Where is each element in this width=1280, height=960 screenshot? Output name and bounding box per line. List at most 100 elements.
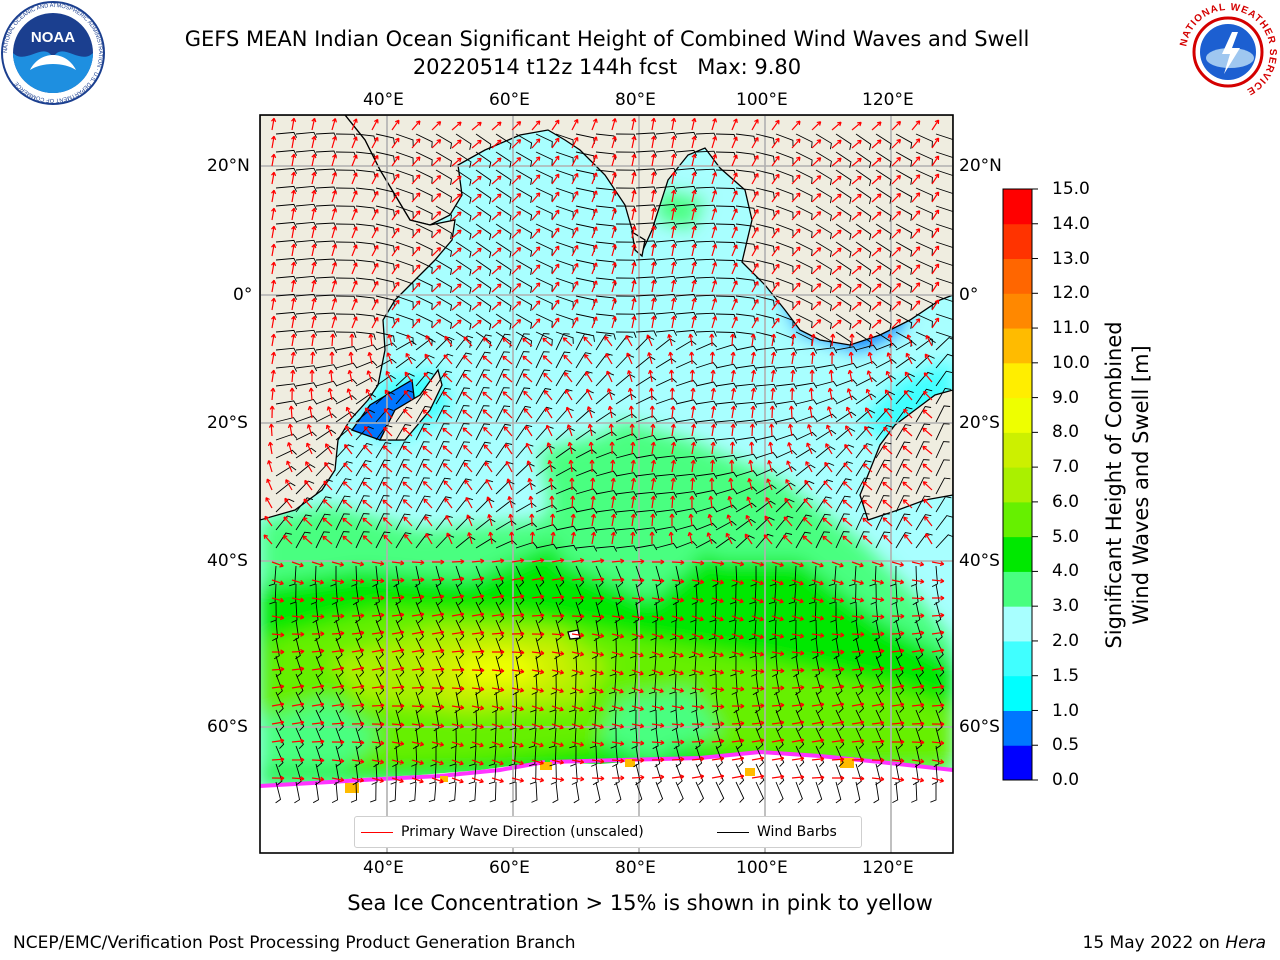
wind-barb [689, 619, 697, 641]
wave-direction-arrow [751, 651, 765, 657]
wind-barb [455, 619, 465, 641]
wave-direction-arrow [931, 647, 945, 654]
colorbar-tick-label: 14.0 [1052, 213, 1090, 234]
wave-direction-arrow [865, 388, 873, 401]
wave-direction-arrow [331, 172, 337, 185]
wind-barb [475, 295, 492, 313]
wave-direction-arrow [750, 387, 756, 401]
wind-barb [435, 187, 452, 204]
wind-barb [555, 601, 563, 624]
wave-direction-arrow [431, 685, 445, 691]
wave-direction-arrow [302, 517, 313, 527]
wind-barb [675, 185, 698, 193]
wave-direction-arrow [591, 316, 598, 329]
wind-barb [568, 691, 577, 713]
wind-barb [455, 387, 470, 405]
wave-direction-arrow [803, 498, 813, 509]
wind-barb [728, 619, 737, 641]
wave-direction-arrow [464, 479, 473, 491]
wave-direction-arrow [511, 631, 525, 637]
wind-barb [755, 151, 775, 163]
wave-direction-arrow [442, 391, 453, 401]
wind-barb [835, 362, 858, 369]
wave-direction-arrow [291, 189, 297, 203]
wind-barb [715, 401, 738, 408]
wave-direction-arrow [531, 777, 545, 783]
wave-direction-arrow [471, 558, 485, 564]
wave-direction-arrow [891, 777, 905, 783]
wave-direction-arrow [811, 667, 825, 673]
wind-barb [914, 745, 921, 768]
wind-barb [355, 495, 370, 513]
wave-direction-arrow [911, 684, 925, 690]
wave-direction-arrow [511, 668, 525, 674]
wind-barb [715, 454, 738, 461]
wind-barb [675, 455, 698, 462]
colorbar-segment [1003, 640, 1032, 677]
wave-direction-arrow [911, 721, 925, 727]
wind-barb [595, 331, 616, 340]
wind-barb [533, 655, 540, 678]
wind-barb [555, 133, 574, 146]
wave-direction-arrow [331, 154, 337, 167]
wave-direction-arrow [771, 209, 780, 221]
wind-barb [629, 691, 637, 713]
wind-barb [655, 565, 662, 588]
wind-barb [355, 241, 376, 250]
colorbar-tick-label: 11.0 [1052, 318, 1090, 339]
wave-direction-arrow [445, 515, 453, 527]
wind-barb [795, 745, 805, 767]
wind-barb [675, 293, 698, 301]
wave-direction-arrow [543, 390, 553, 401]
wind-barb [455, 313, 472, 330]
wind-barb [911, 781, 918, 803]
wind-barb [295, 167, 318, 174]
wave-direction-arrow [791, 156, 801, 167]
wind-barb [355, 393, 377, 405]
wind-barb [435, 601, 444, 624]
wind-barb [768, 583, 777, 605]
wind-barb [273, 637, 280, 660]
wave-direction-arrow [571, 262, 579, 275]
wave-direction-arrow [808, 387, 814, 401]
wind-barb [895, 169, 913, 185]
wave-direction-arrow [611, 596, 625, 602]
wave-direction-arrow [571, 576, 585, 582]
wind-barb [351, 565, 358, 587]
wind-barb [872, 601, 879, 624]
wave-direction-arrow [650, 513, 656, 527]
wave-direction-arrow [709, 477, 715, 491]
wind-barb [415, 423, 431, 441]
wind-barb [915, 241, 933, 256]
wind-barb [575, 507, 598, 514]
wind-barb [275, 275, 298, 282]
lon-tick-top: 80°E [615, 90, 656, 110]
wind-barb [555, 295, 574, 308]
wave-direction-arrow [811, 632, 825, 638]
wave-direction-arrow [311, 666, 325, 672]
wave-direction-arrow [831, 319, 842, 329]
wave-direction-arrow [591, 262, 598, 275]
wind-barb [575, 333, 591, 351]
wind-barb [815, 380, 838, 387]
wind-barb [815, 277, 832, 294]
wind-barb [675, 329, 698, 337]
wave-direction-arrow [591, 298, 598, 311]
wind-barb [574, 619, 581, 642]
wind-barb [555, 259, 574, 272]
wind-barb [895, 709, 904, 732]
wind-barb [375, 259, 395, 270]
wave-direction-arrow [851, 301, 862, 311]
wave-direction-arrow [931, 561, 945, 567]
wave-direction-arrow [571, 705, 584, 712]
wave-direction-arrow [411, 577, 425, 583]
wind-barb [935, 691, 944, 714]
wind-barb [771, 655, 779, 678]
wave-direction-arrow [344, 444, 353, 455]
wind-barb [895, 477, 910, 495]
wave-direction-arrow [903, 408, 913, 419]
wave-direction-arrow [349, 333, 355, 347]
wind-barb [375, 442, 392, 459]
wave-direction-arrow [631, 117, 637, 131]
wave-direction-arrow [322, 499, 333, 509]
